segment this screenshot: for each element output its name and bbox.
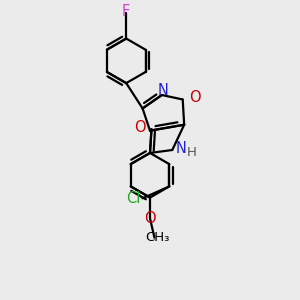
Text: N: N [176, 141, 187, 156]
Text: O: O [189, 91, 201, 106]
Text: Cl: Cl [126, 191, 140, 206]
Text: CH₃: CH₃ [145, 231, 169, 244]
Text: O: O [134, 120, 146, 135]
Text: H: H [187, 146, 196, 159]
Text: O: O [144, 211, 156, 226]
Text: N: N [158, 83, 169, 98]
Text: F: F [122, 4, 130, 19]
